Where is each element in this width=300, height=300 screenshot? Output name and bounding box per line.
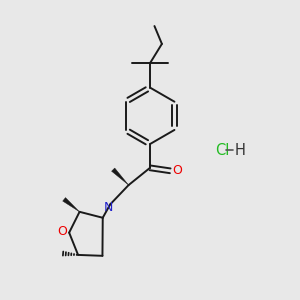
- Text: N: N: [104, 201, 114, 214]
- Text: O: O: [172, 164, 182, 177]
- Text: O: O: [57, 225, 67, 238]
- Text: H: H: [235, 142, 246, 158]
- Text: Cl: Cl: [215, 142, 230, 158]
- Polygon shape: [112, 168, 129, 185]
- Polygon shape: [63, 198, 80, 212]
